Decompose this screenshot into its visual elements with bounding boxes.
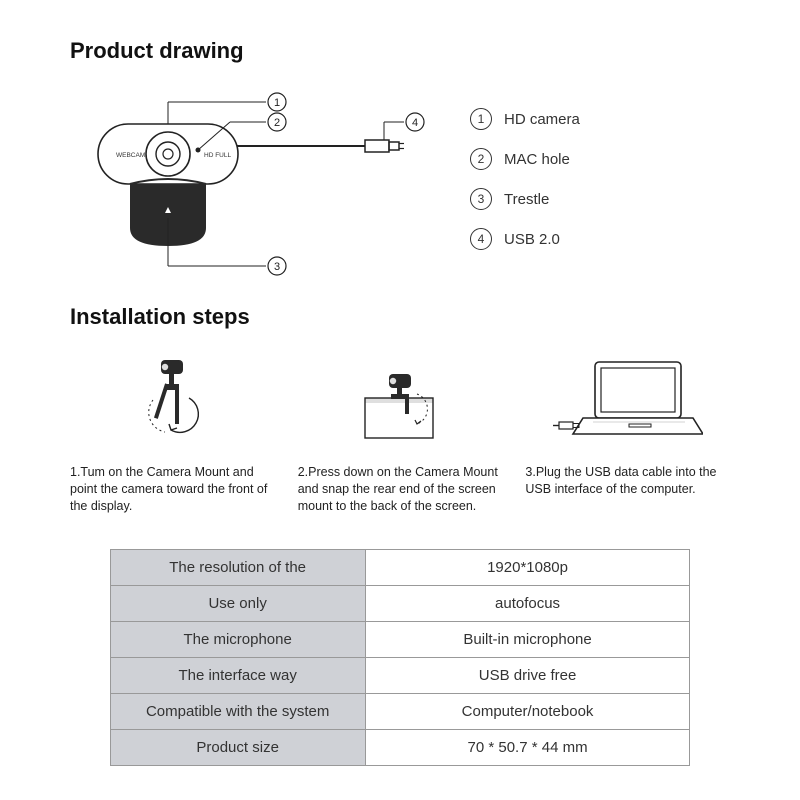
svg-text:WEBCAM: WEBCAM (116, 152, 145, 159)
table-row: Compatible with the systemComputer/noteb… (110, 693, 690, 729)
step-3: 3.Plug the USB data cable into the USB i… (525, 344, 730, 498)
step-1: 1.Tum on the Camera Mount and point the … (70, 344, 275, 515)
svg-text:1: 1 (274, 97, 280, 109)
legend-item-3: 3 Trestle (470, 188, 580, 210)
spec-value: autofocus (365, 585, 690, 621)
spec-value: 70 * 50.7 * 44 mm (365, 729, 690, 765)
spec-label: Use only (110, 585, 365, 621)
legend-circle-3: 3 (470, 188, 492, 210)
spec-label: The microphone (110, 621, 365, 657)
installation-row: 1.Tum on the Camera Mount and point the … (70, 344, 730, 515)
product-drawing-heading: Product drawing (70, 38, 730, 64)
spec-value: USB drive free (365, 657, 690, 693)
table-row: Product size70 * 50.7 * 44 mm (110, 729, 690, 765)
spec-label: Product size (110, 729, 365, 765)
step-3-caption: 3.Plug the USB data cable into the USB i… (525, 464, 730, 498)
step-1-icon (70, 344, 275, 454)
installation-heading: Installation steps (70, 304, 730, 330)
svg-text:HD FULL: HD FULL (204, 152, 231, 159)
spec-label: Compatible with the system (110, 693, 365, 729)
step-2-icon (298, 344, 503, 454)
step-2-caption: 2.Press down on the Camera Mount and sna… (298, 464, 503, 515)
legend-circle-2: 2 (470, 148, 492, 170)
step-2: 2.Press down on the Camera Mount and sna… (298, 344, 503, 515)
legend-label-1: HD camera (504, 111, 580, 128)
step-1-caption: 1.Tum on the Camera Mount and point the … (70, 464, 275, 515)
legend-list: 1 HD camera 2 MAC hole 3 Trestle 4 USB 2… (470, 108, 580, 250)
legend-label-4: USB 2.0 (504, 231, 560, 248)
table-row: Use onlyautofocus (110, 585, 690, 621)
legend-label-3: Trestle (504, 191, 549, 208)
step-3-icon (525, 344, 730, 454)
legend-circle-1: 1 (470, 108, 492, 130)
svg-text:2: 2 (274, 117, 280, 129)
webcam-diagram: WEBCAM HD FULL 1 2 3 4 (70, 78, 430, 278)
table-row: The microphoneBuilt-in microphone (110, 621, 690, 657)
spec-value: 1920*1080p (365, 549, 690, 585)
legend-item-2: 2 MAC hole (470, 148, 580, 170)
spec-label: The resolution of the (110, 549, 365, 585)
legend-item-1: 1 HD camera (470, 108, 580, 130)
svg-text:4: 4 (412, 117, 418, 129)
table-row: The interface wayUSB drive free (110, 657, 690, 693)
legend-label-2: MAC hole (504, 151, 570, 168)
product-drawing-area: WEBCAM HD FULL 1 2 3 4 (70, 78, 730, 278)
legend-circle-4: 4 (470, 228, 492, 250)
specs-table: The resolution of the1920*1080pUse onlya… (110, 549, 691, 766)
table-row: The resolution of the1920*1080p (110, 549, 690, 585)
legend-item-4: 4 USB 2.0 (470, 228, 580, 250)
svg-text:3: 3 (274, 261, 280, 273)
spec-value: Computer/notebook (365, 693, 690, 729)
spec-value: Built-in microphone (365, 621, 690, 657)
spec-label: The interface way (110, 657, 365, 693)
